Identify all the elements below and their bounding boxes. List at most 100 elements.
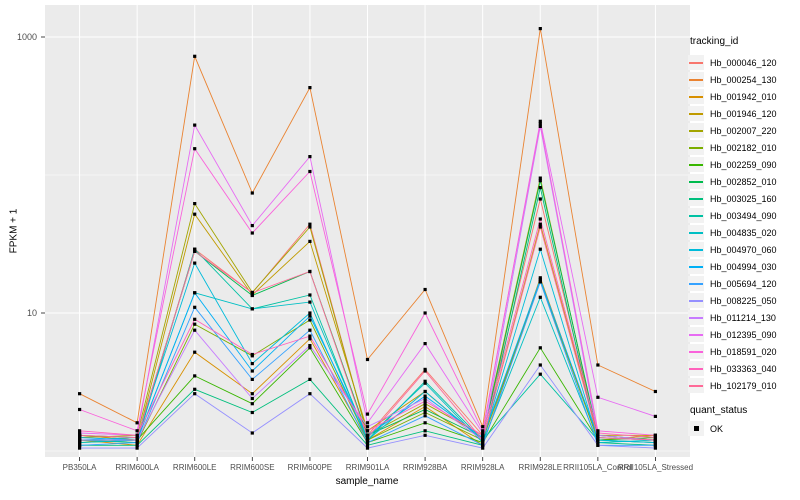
data-point [653,436,657,440]
legend-key [688,361,704,376]
data-point [481,438,485,442]
data-point [78,446,82,450]
data-point [653,446,657,450]
legend-entry: Hb_001946_120 [688,106,777,121]
data-point [78,443,82,447]
data-point [250,191,254,195]
data-point [135,421,139,425]
data-point [365,441,370,445]
legend-entry: Hb_005694_120 [688,276,777,291]
data-point [481,425,485,429]
data-point [78,407,82,412]
data-point [653,433,657,437]
legend-key [688,106,704,121]
data-point [193,261,197,265]
data-point [423,399,427,403]
data-point [135,443,139,447]
data-point [250,431,254,435]
data-point [308,239,312,243]
data-point [135,433,139,437]
data-point [365,443,370,447]
data-point [481,429,485,433]
series-color-line-icon [689,180,703,183]
legend: tracking_id Hb_000046_120 Hb_000254_130 Hb… [688,0,800,500]
data-point [308,311,312,315]
data-point [423,433,427,437]
legend-key [688,259,704,274]
data-point [250,224,254,228]
data-point [308,269,312,274]
legend-title-quant-status: quant_status [690,405,748,416]
x-tick-label: RRIM928LA [460,463,505,472]
x-tick-label: RRII105LA_Control [563,463,633,472]
data-point [250,231,254,235]
ok-point-key [688,421,704,436]
data-point [250,291,254,295]
data-point [135,429,139,433]
data-point [193,147,197,151]
legend-entry: Hb_002259_090 [688,157,777,172]
data-point [423,369,427,373]
data-point [653,438,657,442]
data-point [481,441,485,445]
data-point [538,222,542,226]
legend-entry-label: Hb_003025_160 [710,193,777,204]
data-point [193,291,197,295]
data-point [423,421,427,425]
series-color-line-icon [689,95,703,98]
data-point [308,300,312,304]
data-point [193,247,197,251]
legend-entry: Hb_001942_010 [688,89,777,104]
legend-entry-label: Hb_018591_020 [710,346,777,357]
legend-entry-label: Hb_000254_130 [710,74,777,85]
legend-entry-label: Hb_102179_010 [710,380,777,391]
legend-entry-label: Hb_005694_120 [710,278,777,289]
legend-entry: Hb_004835_020 [688,225,777,240]
legend-key [688,242,704,257]
data-point [423,311,427,315]
data-point [308,86,312,90]
series-color-line-icon [689,265,703,268]
legend-key [688,89,704,104]
data-point [250,352,254,357]
data-point [193,305,197,309]
data-point [78,436,82,440]
data-point [308,337,312,341]
data-point [78,433,82,437]
data-point [308,155,312,159]
x-tick-label: RRIM600SE [230,463,275,472]
data-point [423,410,427,415]
legend-key [688,72,704,87]
series-color-line-icon [689,367,703,370]
legend-entry-label: Hb_033363_040 [710,363,777,374]
x-tick-label: RRIM600LE [172,463,217,472]
data-point [78,429,82,433]
data-point [653,389,657,394]
series-color-line-icon [689,248,703,251]
data-point [538,295,542,299]
legend-key [688,123,704,138]
data-point [538,363,542,367]
x-tick-label: PB350LA [62,463,97,472]
legend-entry: Hb_004970_060 [688,242,777,257]
x-axis-title: sample_name [335,476,399,487]
data-point [78,392,82,396]
x-tick-label: RRIM600LA [115,463,159,472]
data-point [193,328,197,332]
data-point [365,429,370,433]
legend-title-tracking-id: tracking_id [690,36,739,47]
legend-key [688,293,704,308]
legend-entry-label: Hb_002182_010 [710,142,777,153]
data-point [250,392,254,396]
series-color-line-icon [689,112,703,115]
data-point [193,392,197,396]
data-point [538,122,542,126]
data-point [193,374,197,378]
data-point [596,429,600,433]
data-point [193,317,197,321]
legend-key [688,157,704,172]
legend-entry: Hb_002852_010 [688,174,777,189]
legend-entry-label: Hb_012395_090 [710,329,777,340]
legend-key [688,225,704,240]
